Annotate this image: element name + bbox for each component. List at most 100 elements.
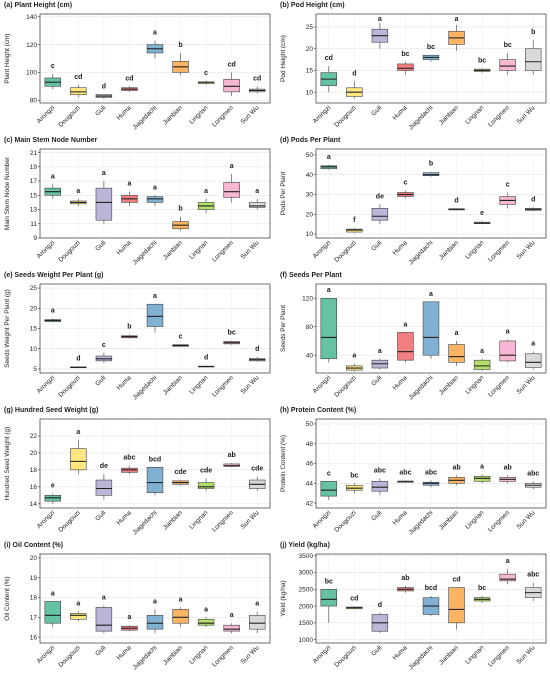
significance-letter: a	[255, 600, 259, 607]
significance-letter: a	[403, 321, 407, 328]
box	[499, 59, 516, 71]
x-tick-label: Dougouzi	[333, 644, 357, 668]
x-tick-label: Arongzi	[312, 509, 333, 530]
x-tick-label: Guli	[94, 239, 107, 252]
significance-letter: cd	[228, 61, 236, 68]
y-tick-label: 25	[306, 24, 314, 31]
x-tick-label: Sun Wu	[239, 239, 260, 260]
y-axis-label: Yield (kg/ha)	[280, 580, 287, 616]
x-tick-label: Arongzi	[312, 104, 333, 125]
y-tick-label: 1000	[299, 637, 314, 644]
y-tick-label: 120	[26, 42, 37, 49]
x-tick-label: Longmen	[487, 239, 511, 263]
x-tick-label: Guli	[94, 644, 107, 657]
x-tick-label: Jianbian	[438, 104, 460, 126]
y-tick-label: 18	[30, 467, 38, 474]
x-tick-label: Lingnan	[188, 374, 210, 396]
significance-letter: cde	[200, 467, 212, 474]
x-tick-label: Longmen	[487, 374, 511, 398]
panel-title: (c) Main Stem Node Number	[4, 137, 98, 144]
y-tick-label: 40	[306, 172, 314, 179]
plot-border	[315, 283, 547, 374]
x-tick-label: Guli	[370, 239, 383, 252]
significance-letter: a	[230, 612, 234, 619]
x-tick-label: Arongzi	[36, 509, 57, 530]
x-tick-label: Arongzi	[36, 644, 57, 665]
significance-letter: a	[352, 353, 356, 360]
y-tick-label: 5	[33, 366, 37, 373]
y-tick-label: 10	[30, 346, 38, 353]
y-tick-label: 80	[30, 97, 38, 104]
box	[172, 609, 189, 624]
y-tick-label: 50	[306, 421, 314, 428]
y-tick-label: 20	[30, 450, 38, 457]
box	[70, 613, 87, 620]
y-tick-label: 16	[30, 634, 38, 641]
significance-letter: bc	[401, 51, 409, 58]
significance-letter: d	[76, 356, 80, 363]
x-tick-label: Jiagedachi	[407, 644, 434, 671]
significance-letter: de	[100, 463, 108, 470]
box	[146, 467, 164, 494]
significance-letter: d	[352, 70, 356, 77]
x-tick-label: Longmen	[211, 509, 235, 533]
x-tick-label: Guli	[370, 104, 383, 117]
x-tick-label: Dougouzi	[57, 509, 81, 533]
x-tick-label: Lingnan	[464, 644, 486, 666]
y-tick-label: 40	[306, 352, 314, 359]
significance-letter: bc	[504, 42, 512, 49]
significance-letter: c	[506, 182, 510, 189]
y-tick-label: 22	[30, 433, 38, 440]
significance-letter: bc	[350, 472, 358, 479]
y-tick-label: 2000	[299, 603, 314, 610]
x-tick-label: Arongzi	[36, 374, 57, 395]
significance-letter: c	[102, 342, 106, 349]
x-tick-label: Longmen	[211, 239, 235, 263]
significance-letter: c	[327, 470, 331, 477]
x-tick-label: Jiagedachi	[407, 374, 434, 401]
y-tick-label: 50	[306, 152, 314, 159]
significance-letter: a	[255, 188, 259, 195]
y-axis-label: Pod Height (cm)	[280, 35, 287, 82]
panel: (h) Protein Content (%) 42 44 46 48 50 Protein…	[280, 407, 547, 536]
x-tick-label: Huma	[116, 104, 133, 121]
significance-letter: a	[127, 181, 131, 188]
y-tick-label: 17	[30, 178, 38, 185]
significance-letter: a	[480, 463, 484, 470]
significance-letter: bc	[228, 330, 236, 337]
significance-letter: a	[153, 598, 157, 605]
plot-border	[315, 418, 547, 509]
box	[320, 588, 338, 607]
x-tick-label: Dougouzi	[333, 239, 357, 263]
x-tick-label: Jianbian	[438, 239, 460, 261]
x-tick-label: Dougouzi	[57, 239, 81, 263]
box	[44, 601, 62, 624]
y-tick-label: 19	[30, 164, 38, 171]
significance-letter: abc	[527, 470, 539, 477]
box	[422, 301, 440, 356]
box	[223, 182, 240, 198]
box	[70, 448, 87, 471]
y-axis-label: Seeds Weight Per Plant (g)	[4, 289, 11, 368]
significance-letter: bc	[427, 44, 435, 51]
x-tick-label: Longmen	[211, 374, 235, 398]
box	[95, 607, 113, 632]
x-tick-label: Arongzi	[312, 374, 333, 395]
x-tick-label: Arongzi	[312, 644, 333, 665]
plot-border	[39, 553, 271, 644]
x-tick-label: Huma	[392, 374, 409, 391]
y-tick-label: 20	[306, 211, 314, 218]
box	[524, 353, 542, 368]
x-tick-label: Longmen	[487, 644, 511, 668]
x-tick-label: Sun Wu	[239, 644, 260, 665]
y-tick-label: 46	[306, 461, 314, 468]
y-tick-label: 3500	[299, 553, 314, 560]
y-tick-label: 80	[306, 324, 314, 331]
plot-border	[315, 148, 547, 239]
box	[499, 573, 516, 582]
x-tick-label: Longmen	[211, 644, 235, 668]
significance-letter: c	[179, 334, 183, 341]
significance-letter: a	[127, 614, 131, 621]
y-tick-label: 13	[30, 207, 38, 214]
y-tick-label: 1500	[299, 620, 314, 627]
